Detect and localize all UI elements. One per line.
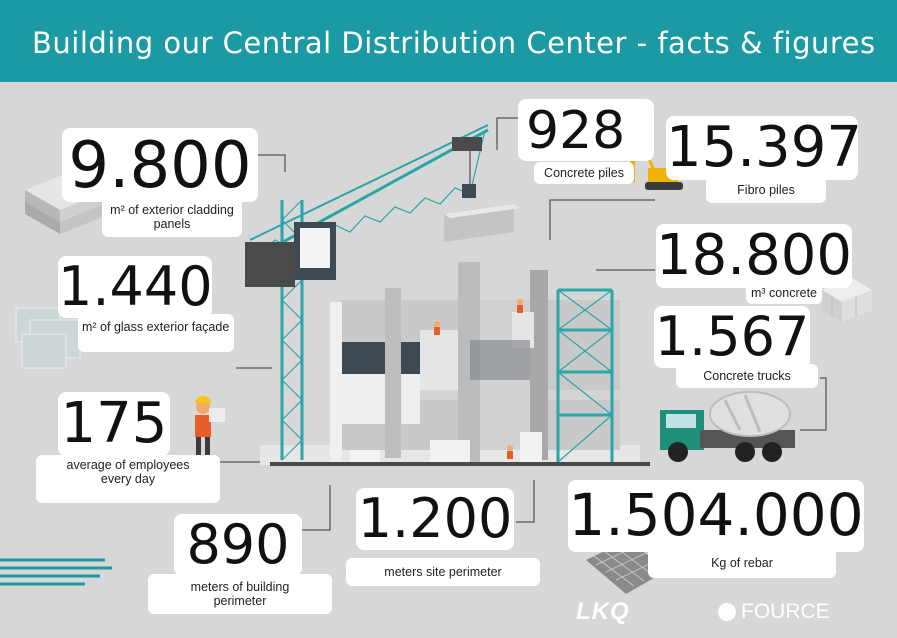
worker-icon: [195, 396, 225, 462]
lkq-logo: LKQ: [576, 598, 630, 625]
building-icon: [330, 262, 620, 463]
fact-value-perimeter: 890: [174, 514, 302, 576]
fact-label-cladding: m² of exterior cladding panels: [102, 197, 242, 237]
decorative-stripes: [0, 558, 112, 586]
fact-value-piles: 928: [518, 99, 654, 161]
fact-value-cladding: 9.800: [62, 128, 258, 202]
fact-value-employees: 175: [58, 392, 170, 456]
fact-label-employees: average of employees every day: [36, 455, 220, 503]
connector-line-perimeter: [302, 485, 331, 531]
connector-line-trucks: [800, 377, 827, 431]
fact-label-piles: Concrete piles: [534, 162, 634, 184]
concrete-truck-icon: [660, 391, 795, 462]
fact-label-site: meters site perimeter: [346, 558, 540, 586]
connector-line-site: [516, 480, 535, 523]
worker-icon: [434, 321, 440, 335]
fact-value-trucks: 1.567: [654, 305, 810, 368]
header-banner: Building our Central Distribution Center…: [0, 0, 897, 82]
fource-mark-icon: [718, 603, 736, 621]
fource-logo-text: FOURCE: [741, 600, 830, 623]
connector-line-cladding: [258, 154, 286, 172]
fource-logo: FOURCE: [718, 600, 830, 624]
fact-label-concrete: m³ concrete: [746, 282, 822, 304]
fact-label-glass: m² of glass exterior façade: [78, 314, 234, 352]
connector-line-fibro: [549, 199, 655, 240]
page-title: Building our Central Distribution Center…: [32, 26, 876, 60]
fact-value-fibro: 15.397: [666, 115, 862, 180]
glass-panes-icon: [15, 307, 81, 369]
fact-label-perimeter: meters of building perimeter: [148, 574, 332, 614]
fact-value-rebar: 1.504.000: [568, 480, 864, 552]
concrete-blocks-icon: [822, 278, 872, 322]
fact-value-concrete: 18.800: [656, 223, 852, 288]
worker-icon: [507, 445, 513, 459]
connector-line-piles: [496, 117, 520, 150]
worker-icon: [517, 299, 523, 313]
fact-label-rebar: Kg of rebar: [648, 548, 836, 578]
fact-label-trucks: Concrete trucks: [676, 364, 818, 388]
fact-value-glass: 1.440: [58, 255, 213, 318]
fact-label-fibro: Fibro piles: [706, 177, 826, 203]
fact-value-site: 1.200: [356, 487, 514, 550]
